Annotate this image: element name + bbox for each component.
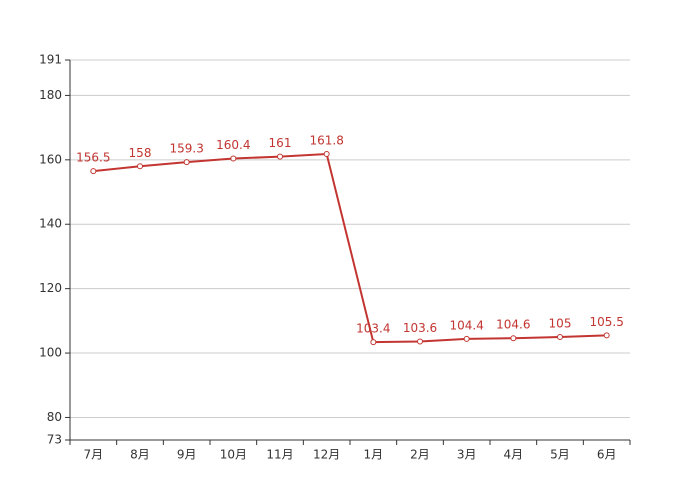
y-tick-label: 191	[39, 53, 62, 67]
y-tick-label: 140	[39, 217, 62, 231]
value-label: 105	[549, 316, 572, 330]
point	[277, 153, 283, 160]
point	[557, 333, 563, 340]
value-label: 159.3	[169, 142, 203, 156]
point	[510, 335, 517, 342]
y-tick-label: 180	[39, 88, 62, 102]
x-tick-label: 5月	[550, 448, 570, 462]
value-label: 160.4	[216, 138, 250, 152]
value-label: 103.4	[356, 322, 390, 336]
value-label: 158	[129, 146, 152, 160]
x-tick-label: 8月	[130, 448, 150, 462]
x-tick-label: 6月	[597, 448, 617, 462]
point	[323, 151, 330, 158]
value-label: 104.6	[496, 318, 530, 332]
value-label: 105.5	[589, 315, 623, 329]
value-label: 156.5	[76, 151, 110, 165]
point	[370, 339, 377, 346]
x-tick-label: 4月	[504, 448, 524, 462]
x-tick-label: 10月	[220, 448, 247, 462]
x-tick-label: 11月	[266, 448, 293, 462]
point	[90, 168, 97, 175]
point	[463, 335, 470, 342]
point	[183, 159, 190, 166]
value-label: 103.6	[403, 321, 437, 335]
x-tick-label: 9月	[177, 448, 197, 462]
x-tick-label: 12月	[313, 448, 340, 462]
x-tick-label: 1月	[364, 448, 384, 462]
y-tick-label: 120	[39, 281, 62, 295]
value-label: 161	[269, 136, 292, 150]
value-label: 161.8	[309, 134, 343, 148]
x-tick-label: 2月	[410, 448, 430, 462]
point	[230, 155, 237, 162]
y-tick-label: 73	[47, 433, 62, 447]
point	[603, 332, 610, 339]
x-tick-label: 3月	[457, 448, 477, 462]
line	[93, 152, 607, 344]
y-tick-label: 80	[47, 410, 62, 424]
x-tick-label: 7月	[84, 448, 104, 462]
value-label: 104.4	[449, 318, 483, 332]
point	[417, 338, 423, 345]
point	[137, 163, 143, 170]
y-tick-label: 160	[39, 152, 62, 166]
y-tick-label: 100	[39, 346, 62, 360]
